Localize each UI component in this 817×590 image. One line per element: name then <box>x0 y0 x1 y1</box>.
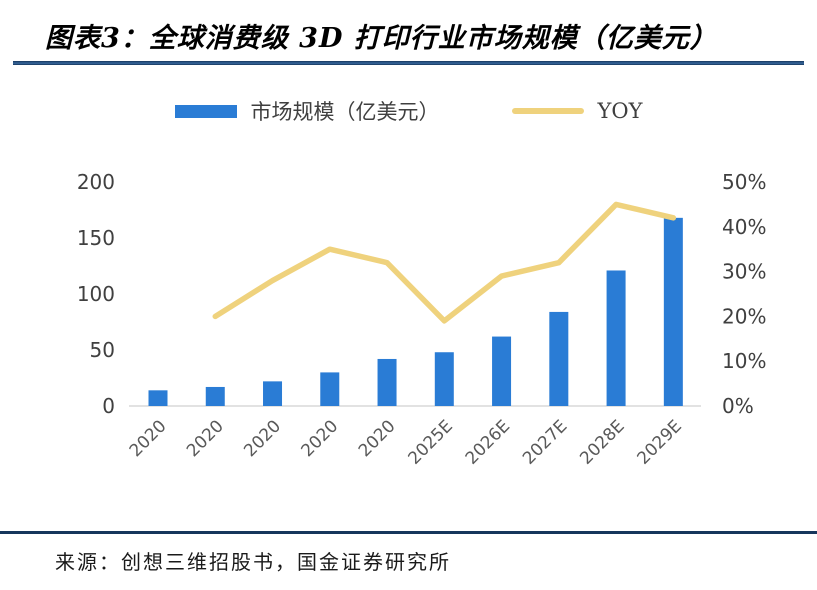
right-axis-tick-label: 40% <box>722 215 766 239</box>
market-size-bar <box>434 352 454 406</box>
x-axis-category-label: 2025E <box>404 416 456 468</box>
left-axis-tick-label: 0 <box>102 394 115 418</box>
footer-divider-line <box>0 531 817 534</box>
right-axis-tick-label: 20% <box>722 304 766 328</box>
market-size-bar <box>492 336 512 406</box>
right-axis-tick-label: 10% <box>722 349 766 373</box>
market-size-bar <box>549 311 569 406</box>
x-axis-category-label: 2020 <box>240 416 285 461</box>
right-axis-tick-label: 0% <box>722 394 754 418</box>
legend-item-yoy: YOY <box>511 99 643 123</box>
line-series-swatch <box>511 108 584 114</box>
legend-label-market-size: 市场规模（亿美元） <box>250 100 440 124</box>
title-divider-line <box>13 61 804 65</box>
x-axis-category-label: 2028E <box>576 416 628 468</box>
market-size-bar <box>263 381 283 406</box>
left-axis-tick-label: 100 <box>77 282 115 306</box>
x-axis-category-label: 2020 <box>298 416 343 461</box>
market-size-bar <box>663 217 683 406</box>
right-axis-tick-label: 30% <box>722 260 766 284</box>
left-axis-tick-label: 50 <box>90 338 115 362</box>
x-axis-category-label: 2020 <box>355 416 400 461</box>
left-axis-tick-label: 200 <box>77 170 115 194</box>
source-note: 来源：创想三维招股书，国金证券研究所 <box>55 550 451 574</box>
x-axis-category-label: 2026E <box>462 416 514 468</box>
left-axis-tick-label: 150 <box>77 226 115 250</box>
market-size-bar <box>205 386 225 406</box>
x-axis-category-label: 2020 <box>183 416 228 461</box>
legend-item-market-size: 市场规模（亿美元） <box>174 96 440 126</box>
x-axis-category-label: 2020 <box>126 416 171 461</box>
bar-series-swatch <box>174 104 237 118</box>
legend-label-yoy: YOY <box>597 99 643 123</box>
x-axis-category-label: 2029E <box>634 416 686 468</box>
market-size-bar <box>606 270 626 406</box>
market-size-bar <box>377 358 397 406</box>
chart-title: 图表3：全球消费级 3D 打印行业市场规模（亿美元） <box>45 23 718 54</box>
market-size-bar <box>148 390 168 406</box>
market-size-bar <box>320 372 340 406</box>
chart-legend: 市场规模（亿美元） YOY <box>0 96 817 126</box>
yoy-line <box>212 201 677 324</box>
right-axis-tick-label: 50% <box>722 170 766 194</box>
x-axis-category-label: 2027E <box>519 416 571 468</box>
